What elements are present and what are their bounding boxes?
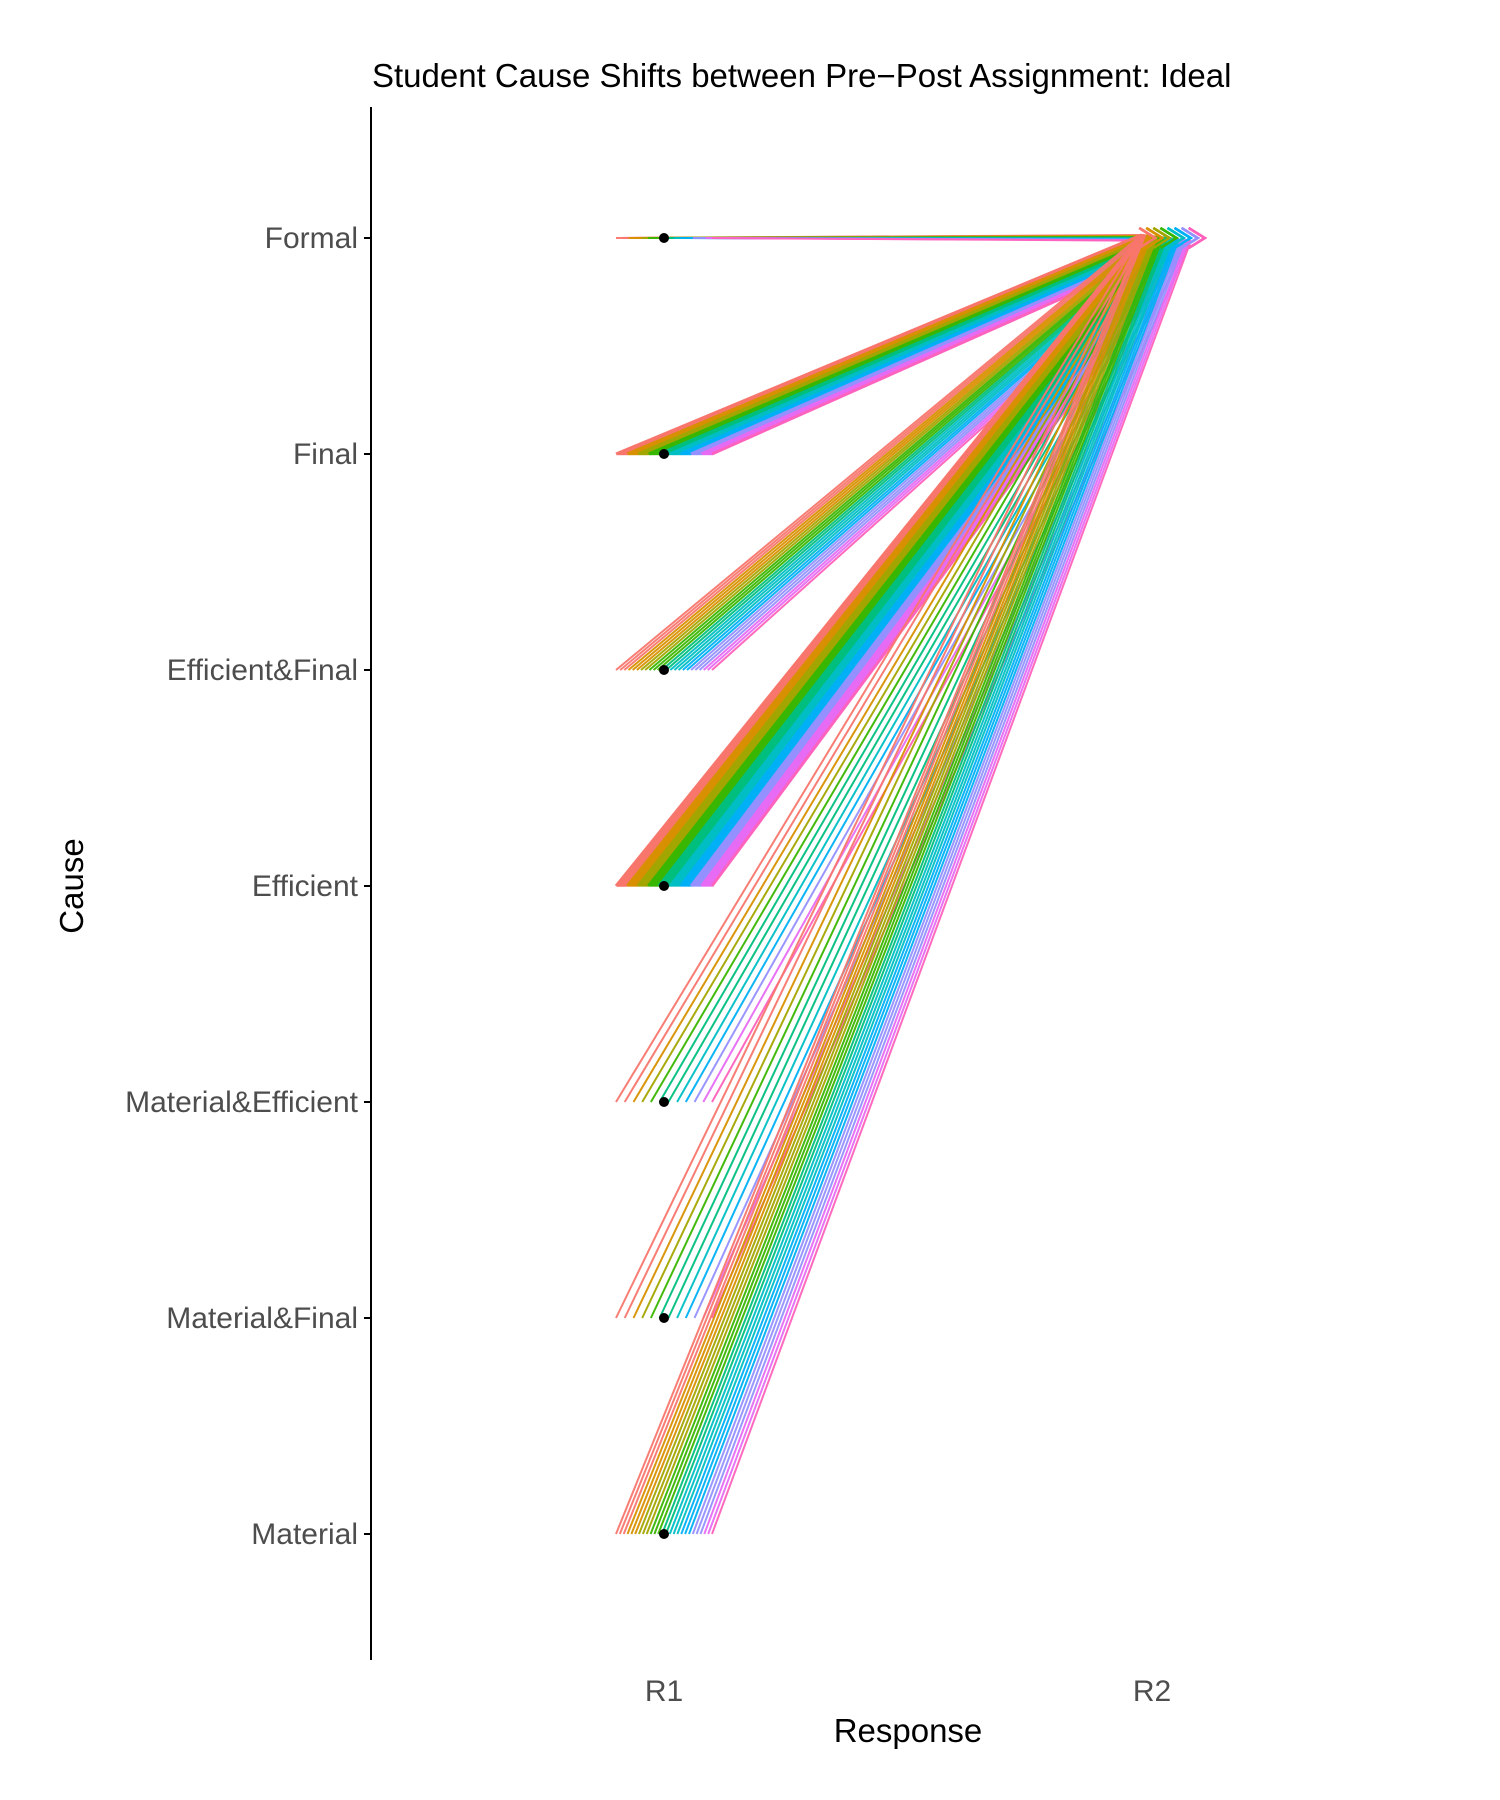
flow-line-efficient-final [619,234,1145,671]
flow-line-material [645,236,1159,1535]
x-axis-title: Response [834,1712,983,1749]
point-r1-efficient [659,881,669,891]
arrow-head-material [1166,226,1186,250]
flow-lines [614,226,1208,1535]
arrow-head-material [1152,226,1172,250]
flow-line-material [691,239,1182,1535]
y-tick-labels: Formal Final Efficient&Final Efficient M… [125,222,359,1551]
point-r1-efficient-final [659,665,669,675]
y-tick-label-material: Material [251,1518,358,1551]
flow-line-efficient-final [615,234,1142,671]
flow-line-material [661,237,1166,1535]
x-tick-labels: R1 R2 [645,1675,1171,1708]
flow-line-material [688,239,1180,1535]
flow-line-material [626,235,1149,1535]
flow-line-formal [711,237,1191,242]
flow-line-material [653,237,1162,1535]
y-tick-label-material-final: Material&Final [166,1302,358,1335]
point-r1-material-final [659,1313,669,1323]
point-r1-material [659,1529,669,1539]
arrow-head-material [1145,226,1165,250]
flow-line-material-efficient [641,236,1156,1103]
flow-line-material-final [615,234,1143,1319]
flow-line-efficient-final [657,236,1164,671]
x-tick-label-r2: R2 [1133,1675,1171,1708]
flow-line-material [699,239,1186,1535]
flow-line-material [641,236,1157,1535]
flow-line-efficient-final [648,236,1160,671]
flow-line-material-efficient [623,234,1147,1103]
flow-line-material [703,240,1188,1535]
flow-line-material-efficient [632,235,1152,1103]
arrow-head-material [1181,226,1201,250]
flow-line-material [630,235,1151,1535]
y-tick-label-material-efficient: Material&Efficient [125,1086,359,1119]
flow-line-material [634,235,1153,1535]
flow-line-material [657,237,1164,1535]
y-tick-label-efficient: Efficient [252,870,359,903]
arrow-head-material [1138,226,1158,250]
flow-line-material [664,237,1168,1535]
arrow-head-material [1173,226,1193,250]
y-ticks [364,237,371,1535]
flow-line-material [676,238,1174,1535]
flow-line-efficient-final [644,236,1157,671]
flow-line-material [615,234,1143,1535]
y-tick-label-efficient-final: Efficient&Final [167,654,358,687]
flow-line-material [680,238,1176,1535]
flow-line-material-efficient [615,234,1143,1103]
flow-line-material-final [623,235,1147,1319]
y-axis-title: Cause [53,838,90,933]
flow-line-material [711,240,1192,1535]
flow-line-efficient-final [640,235,1155,671]
chart-title: Student Cause Shifts between Pre−Post As… [372,57,1231,94]
flow-line-material-final [632,235,1152,1319]
point-r1-formal [659,233,669,243]
y-tick-label-formal: Formal [265,222,358,255]
point-r1-final [659,449,669,459]
arrow-head-material [1188,226,1208,250]
arrow-head-material [1159,226,1179,250]
flow-line-material [638,236,1155,1535]
flow-line-material [618,234,1145,1535]
flow-line-material [622,235,1147,1535]
flow-line-efficient-final [627,235,1149,671]
flow-line-material [668,238,1170,1535]
point-r1-material-efficient [659,1097,669,1107]
flow-line-material [695,239,1184,1535]
flow-line-efficient-final [623,234,1147,671]
flow-line-material [649,236,1161,1535]
r1-points [659,233,669,1539]
flow-line-material [684,238,1178,1535]
flow-line-material [707,240,1190,1535]
y-tick-label-final: Final [293,438,358,471]
flow-line-efficient-final [636,235,1153,671]
flow-line-material [672,238,1172,1535]
flow-line-efficient-final [632,235,1151,671]
x-tick-label-r1: R1 [645,1675,683,1708]
flow-line-efficient-final [652,236,1162,671]
